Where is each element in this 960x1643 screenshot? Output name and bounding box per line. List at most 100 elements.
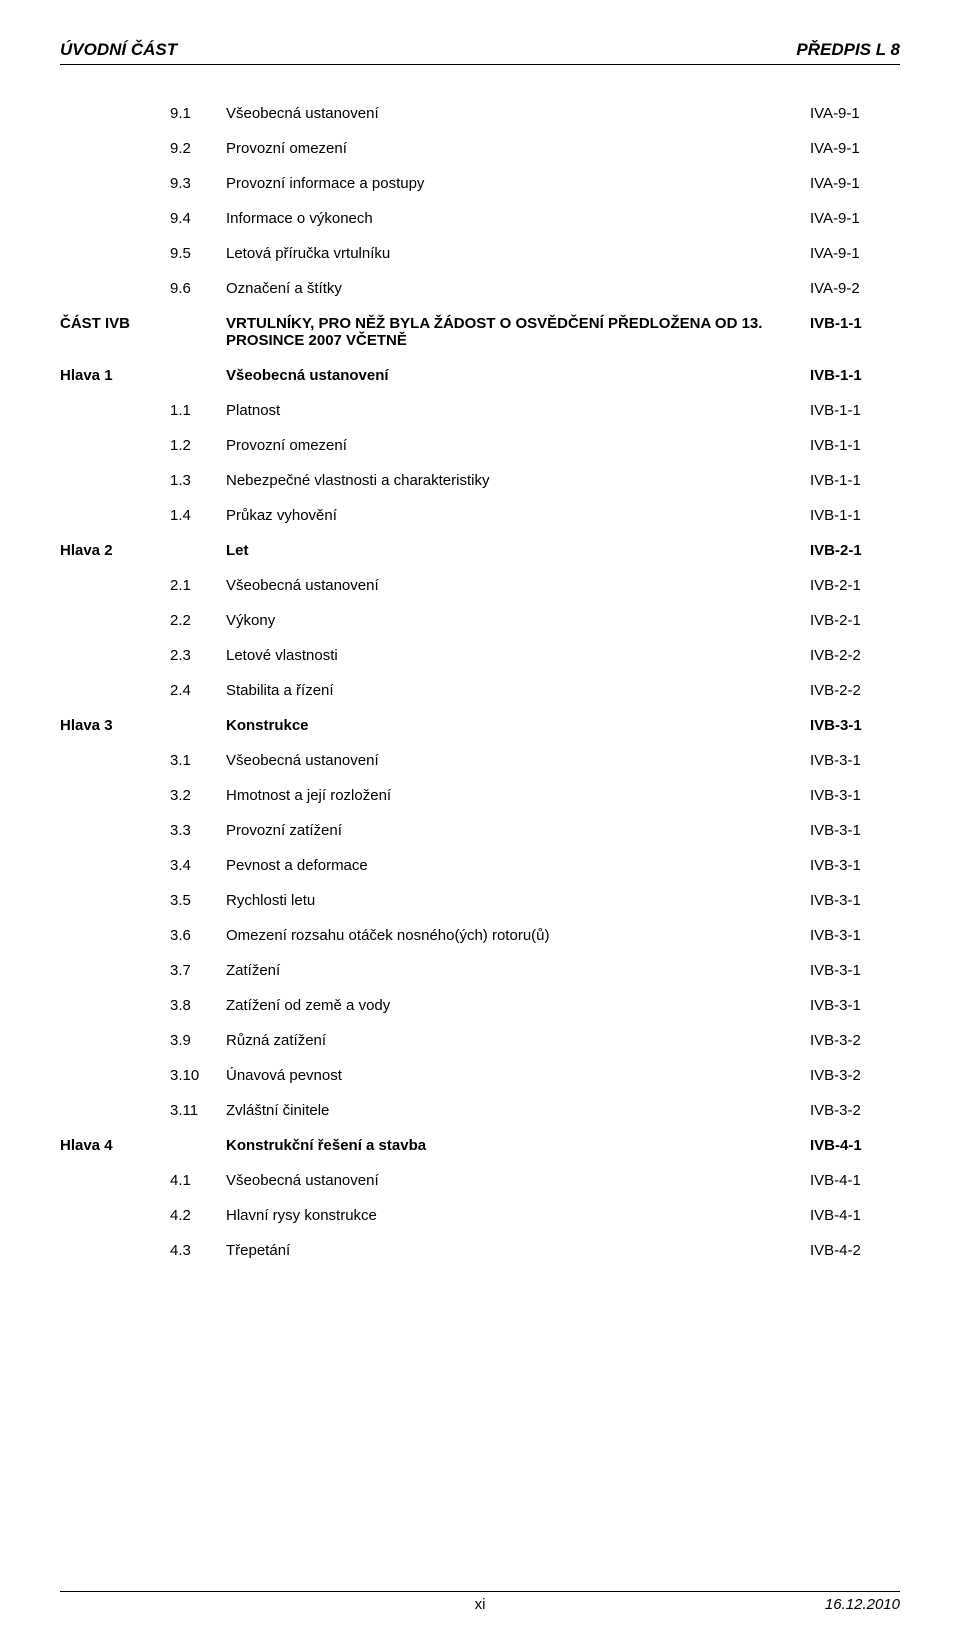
toc-item-page: IVB-1-1 — [810, 315, 900, 332]
toc-item-page: IVB-4-1 — [810, 1207, 900, 1224]
toc-item-title: Všeobecná ustanovení — [226, 752, 810, 769]
toc-item-page: IVB-2-1 — [810, 542, 900, 559]
toc-item-title: Různá zatížení — [226, 1032, 810, 1049]
toc-item-page: IVB-1-1 — [810, 507, 900, 524]
toc-row: 1.3Nebezpečné vlastnosti a charakteristi… — [60, 472, 900, 489]
toc-row: 1.2Provozní omezeníIVB-1-1 — [60, 437, 900, 454]
toc-item-page: IVB-3-1 — [810, 962, 900, 979]
toc-item-page: IVB-3-2 — [810, 1032, 900, 1049]
toc-row: 3.10Únavová pevnostIVB-3-2 — [60, 1067, 900, 1084]
toc-row: 2.2VýkonyIVB-2-1 — [60, 612, 900, 629]
toc-row: 3.8Zatížení od země a vodyIVB-3-1 — [60, 997, 900, 1014]
toc-row: 4.1Všeobecná ustanoveníIVB-4-1 — [60, 1172, 900, 1189]
toc-row: 3.11Zvláštní činiteleIVB-3-2 — [60, 1102, 900, 1119]
toc-item-number: 3.3 — [170, 822, 226, 839]
toc-item-title: VRTULNÍKY, PRO NĚŽ BYLA ŽÁDOST O OSVĚDČE… — [226, 315, 810, 349]
toc-item-number: 3.1 — [170, 752, 226, 769]
toc-item-page: IVB-3-1 — [810, 927, 900, 944]
toc-item-title: Zatížení — [226, 962, 810, 979]
toc-item-number: 3.8 — [170, 997, 226, 1014]
toc-item-title: Letová příručka vrtulníku — [226, 245, 810, 262]
toc-row: Hlava 2LetIVB-2-1 — [60, 542, 900, 559]
footer-page-number: xi — [475, 1596, 486, 1613]
toc-item-page: IVB-3-1 — [810, 997, 900, 1014]
toc-item-number: 3.2 — [170, 787, 226, 804]
toc-row: 9.6Označení a štítkyIVA-9-2 — [60, 280, 900, 297]
toc-row: ČÁST IVB VRTULNÍKY, PRO NĚŽ BYLA ŽÁDOST O… — [60, 315, 900, 349]
toc-item-number: 4.2 — [170, 1207, 226, 1224]
toc-row: 4.3TřepetáníIVB-4-2 — [60, 1242, 900, 1259]
toc-row: 9.2Provozní omezeníIVA-9-1 — [60, 140, 900, 157]
toc-item-title: Stabilita a řízení — [226, 682, 810, 699]
toc-row: 9.1Všeobecná ustanoveníIVA-9-1 — [60, 105, 900, 122]
page-header: ÚVODNÍ ČÁST PŘEDPIS L 8 — [60, 40, 900, 65]
toc-item-title: Omezení rozsahu otáček nosného(ých) roto… — [226, 927, 810, 944]
footer-date: 16.12.2010 — [825, 1596, 900, 1613]
toc-item-number: 4.3 — [170, 1242, 226, 1259]
toc-body: 9.1Všeobecná ustanoveníIVA-9-19.2Provozn… — [60, 105, 900, 1259]
toc-item-title: Hlavní rysy konstrukce — [226, 1207, 810, 1224]
toc-row: 3.2Hmotnost a její rozloženíIVB-3-1 — [60, 787, 900, 804]
toc-item-title: Označení a štítky — [226, 280, 810, 297]
toc-item-number: 9.1 — [170, 105, 226, 122]
toc-item-page: IVB-2-1 — [810, 612, 900, 629]
toc-item-title: Únavová pevnost — [226, 1067, 810, 1084]
toc-item-number: 3.10 — [170, 1067, 226, 1084]
toc-section-label: Hlava 3 — [60, 717, 170, 734]
header-left: ÚVODNÍ ČÁST — [60, 40, 177, 60]
toc-item-page: IVB-3-1 — [810, 822, 900, 839]
toc-item-number: 4.1 — [170, 1172, 226, 1189]
toc-item-title: Pevnost a deformace — [226, 857, 810, 874]
toc-row: 3.9Různá zatíženíIVB-3-2 — [60, 1032, 900, 1049]
toc-item-title: Zvláštní činitele — [226, 1102, 810, 1119]
toc-item-title: Nebezpečné vlastnosti a charakteristiky — [226, 472, 810, 489]
toc-item-title: Letové vlastnosti — [226, 647, 810, 664]
footer-divider — [60, 1591, 900, 1592]
toc-row: Hlava 4Konstrukční řešení a stavbaIVB-4-… — [60, 1137, 900, 1154]
toc-item-number: 3.7 — [170, 962, 226, 979]
toc-row: 3.1Všeobecná ustanoveníIVB-3-1 — [60, 752, 900, 769]
toc-item-page: IVB-3-2 — [810, 1102, 900, 1119]
toc-item-title: Provozní omezení — [226, 140, 810, 157]
toc-row: 3.4Pevnost a deformaceIVB-3-1 — [60, 857, 900, 874]
toc-item-title: Informace o výkonech — [226, 210, 810, 227]
toc-section-label: Hlava 2 — [60, 542, 170, 559]
toc-item-page: IVB-3-2 — [810, 1067, 900, 1084]
toc-row: 2.1Všeobecná ustanoveníIVB-2-1 — [60, 577, 900, 594]
toc-item-title: Platnost — [226, 402, 810, 419]
toc-item-title: Provozní zatížení — [226, 822, 810, 839]
toc-item-page: IVB-1-1 — [810, 367, 900, 384]
toc-row: Hlava 3KonstrukceIVB-3-1 — [60, 717, 900, 734]
toc-item-title: Provozní omezení — [226, 437, 810, 454]
header-right: PŘEDPIS L 8 — [796, 40, 900, 60]
toc-item-number: 3.5 — [170, 892, 226, 909]
toc-item-page: IVA-9-2 — [810, 280, 900, 297]
toc-row: 3.5Rychlosti letuIVB-3-1 — [60, 892, 900, 909]
toc-section-label: ČÁST IVB — [60, 315, 170, 332]
toc-row: 9.4Informace o výkonechIVA-9-1 — [60, 210, 900, 227]
toc-item-number: 2.3 — [170, 647, 226, 664]
toc-item-page: IVB-1-1 — [810, 437, 900, 454]
toc-item-page: IVB-3-1 — [810, 857, 900, 874]
toc-item-title: Výkony — [226, 612, 810, 629]
toc-item-page: IVA-9-1 — [810, 105, 900, 122]
toc-section-label: Hlava 4 — [60, 1137, 170, 1154]
toc-item-title: Rychlosti letu — [226, 892, 810, 909]
toc-item-page: IVB-2-2 — [810, 682, 900, 699]
toc-item-page: IVA-9-1 — [810, 175, 900, 192]
toc-item-number: 9.3 — [170, 175, 226, 192]
page-footer: xi 16.12.2010 — [60, 1591, 900, 1613]
toc-item-title: Všeobecná ustanovení — [226, 577, 810, 594]
toc-item-title: Všeobecná ustanovení — [226, 105, 810, 122]
toc-item-page: IVB-3-1 — [810, 892, 900, 909]
toc-item-page: IVB-1-1 — [810, 472, 900, 489]
toc-item-page: IVB-1-1 — [810, 402, 900, 419]
toc-item-number: 3.4 — [170, 857, 226, 874]
toc-item-number: 1.2 — [170, 437, 226, 454]
toc-item-number: 9.4 — [170, 210, 226, 227]
toc-item-title: Konstrukční řešení a stavba — [226, 1137, 810, 1154]
toc-item-page: IVA-9-1 — [810, 245, 900, 262]
toc-row: 3.7ZatíženíIVB-3-1 — [60, 962, 900, 979]
toc-row: 1.1PlatnostIVB-1-1 — [60, 402, 900, 419]
toc-item-title: Hmotnost a její rozložení — [226, 787, 810, 804]
